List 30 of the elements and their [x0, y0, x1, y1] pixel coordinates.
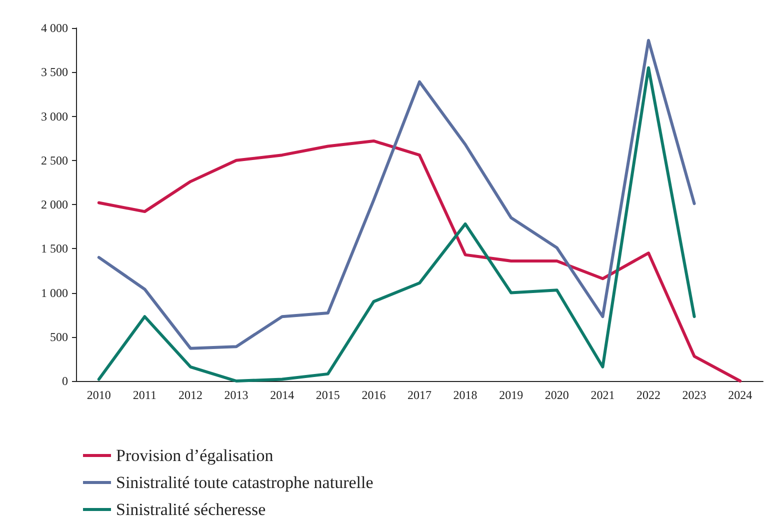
x-tick-label: 2015 — [316, 388, 340, 402]
line-series — [97, 66, 696, 382]
y-tick-label: 2 000 — [41, 198, 68, 212]
x-tick-label: 2012 — [178, 388, 202, 402]
x-tick-label: 2018 — [453, 388, 478, 402]
y-tick-label: 500 — [50, 330, 68, 344]
y-tick-label: 0 — [62, 374, 68, 388]
x-tick-label: 2016 — [362, 388, 386, 402]
y-tick-label: 3 000 — [41, 109, 68, 124]
x-tick-label: 2014 — [270, 388, 294, 402]
legend-label: Sinistralité toute catastrophe naturelle — [116, 473, 374, 492]
line-series — [97, 139, 742, 382]
x-tick-label: 2019 — [499, 388, 524, 402]
x-tick-label: 2020 — [544, 388, 569, 402]
y-tick-label: 4 000 — [41, 21, 68, 35]
legend-label: Sinistralité sécheresse — [116, 500, 266, 519]
y-tick-label: 2 500 — [41, 153, 68, 168]
x-tick-label: 2023 — [682, 388, 706, 402]
y-tick-label: 1 500 — [41, 242, 68, 256]
x-tick-label: 2010 — [86, 388, 111, 402]
x-tick-label: 2022 — [636, 388, 660, 402]
y-tick-label: 1 000 — [41, 286, 68, 300]
y-tick-label: 3 500 — [41, 65, 68, 80]
x-tick-label: 2011 — [132, 388, 156, 402]
x-tick-label: 2013 — [224, 388, 248, 402]
line-series — [97, 38, 696, 350]
x-tick-label: 2024 — [728, 388, 752, 402]
x-tick-label: 2021 — [590, 388, 615, 402]
x-tick-label: 2017 — [408, 388, 432, 402]
legend-label: Provision d’égalisation — [116, 446, 274, 465]
